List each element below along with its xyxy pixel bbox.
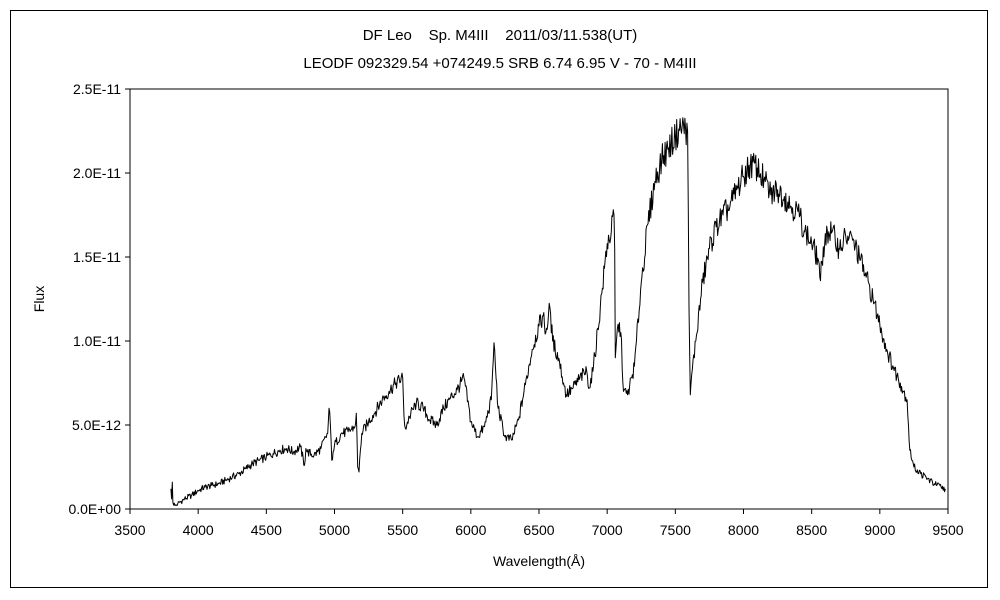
- x-tick-label: 4000: [183, 522, 214, 538]
- y-tick-label: 1.5E-11: [73, 249, 121, 265]
- x-tick-label: 8500: [796, 522, 827, 538]
- y-axis: 0.0E+00 5.0E-12 1.0E-11 1.5E-11 2.0E-11 2.5E-…: [68, 81, 130, 517]
- x-tick-label: 5000: [319, 522, 350, 538]
- x-tick-label: 9500: [932, 522, 963, 538]
- y-tick-label: 5.0E-12: [72, 417, 121, 433]
- y-tick-label: 2.0E-11: [73, 165, 121, 181]
- x-axis-label: Wavelength(Å): [493, 553, 585, 569]
- y-tick-label: 2.5E-11: [73, 81, 121, 97]
- x-tick-label: 7000: [592, 522, 623, 538]
- plot-area: [129, 88, 949, 510]
- x-tick-label: 8000: [728, 522, 759, 538]
- x-tick-label: 9000: [864, 522, 895, 538]
- x-axis: 3500 4000 4500 5000 5500 6000 6500 7000 7500 8000…: [114, 509, 964, 538]
- y-tick-label: 1.0E-11: [73, 333, 121, 349]
- x-tick-label: 6500: [523, 522, 554, 538]
- chart-subtitle: LEODF 092329.54 +074249.5 SRB 6.74 6.95 …: [303, 55, 697, 72]
- x-tick-label: 5500: [387, 522, 418, 538]
- x-tick-label: 3500: [114, 522, 145, 538]
- x-tick-label: 6000: [455, 522, 486, 538]
- y-axis-label: Flux: [31, 286, 47, 312]
- x-tick-label: 7500: [660, 522, 691, 538]
- y-tick-label: 0.0E+00: [68, 501, 121, 517]
- chart-title: DF Leo Sp. M4III 2011/03/11.538(UT): [362, 27, 638, 44]
- x-tick-label: 4500: [251, 522, 282, 538]
- series-line-flux: [170, 117, 946, 507]
